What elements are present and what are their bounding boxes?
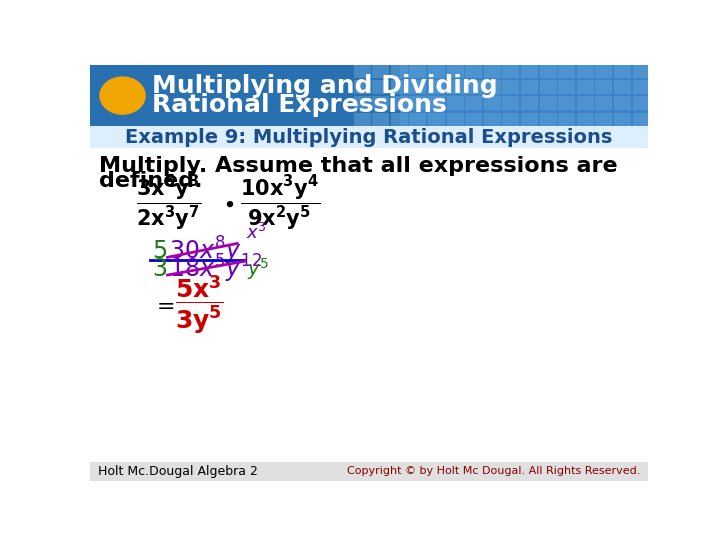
Bar (521, 64, 538, 78)
Bar (521, 112, 538, 126)
Bar (539, 64, 557, 78)
Bar (484, 96, 500, 110)
Bar (409, 80, 426, 94)
Bar (484, 64, 500, 78)
Text: $=$: $=$ (152, 295, 174, 315)
Text: defined.: defined. (99, 171, 203, 191)
Bar (465, 112, 482, 126)
Text: $x^3$: $x^3$ (246, 222, 267, 242)
Bar (503, 96, 519, 110)
Text: $5$: $5$ (152, 239, 167, 263)
Bar (614, 112, 631, 126)
Bar (539, 80, 557, 94)
Bar (521, 80, 538, 94)
Bar (595, 64, 612, 78)
Bar (577, 96, 594, 110)
Bar (632, 112, 649, 126)
Text: $y^5$: $y^5$ (248, 256, 270, 282)
Bar (503, 64, 519, 78)
Text: Copyright © by Holt Mc Dougal. All Rights Reserved.: Copyright © by Holt Mc Dougal. All Right… (347, 467, 640, 476)
Bar (484, 80, 500, 94)
Bar (577, 64, 594, 78)
Text: $\dfrac{\mathbf{10x^3y^4}}{\mathbf{9x^2y^5}}$: $\dfrac{\mathbf{10x^3y^4}}{\mathbf{9x^2y… (240, 174, 320, 233)
Bar (539, 112, 557, 126)
Text: Multiplying and Dividing: Multiplying and Dividing (152, 75, 498, 98)
Bar (595, 96, 612, 110)
Bar (614, 64, 631, 78)
Bar (558, 96, 575, 110)
Bar (372, 64, 389, 78)
Bar (577, 80, 594, 94)
Bar (90, 462, 648, 481)
Bar (558, 64, 575, 78)
Text: $\bullet$: $\bullet$ (222, 193, 234, 213)
Bar (577, 112, 594, 126)
Bar (391, 112, 408, 126)
Bar (465, 96, 482, 110)
Bar (409, 96, 426, 110)
Bar (446, 64, 464, 78)
Bar (558, 80, 575, 94)
Text: Holt Mc.Dougal Algebra 2: Holt Mc.Dougal Algebra 2 (98, 465, 258, 478)
Text: Example 9: Multiplying Rational Expressions: Example 9: Multiplying Rational Expressi… (125, 127, 613, 147)
Bar (521, 96, 538, 110)
Bar (558, 112, 575, 126)
Bar (484, 112, 500, 126)
Bar (372, 96, 389, 110)
Bar (428, 80, 445, 94)
Text: $\dfrac{\mathbf{3x^5y^3}}{\mathbf{2x^3y^7}}$: $\dfrac{\mathbf{3x^5y^3}}{\mathbf{2x^3y^… (137, 174, 202, 233)
Bar (428, 112, 445, 126)
Bar (595, 112, 612, 126)
Bar (446, 96, 464, 110)
Bar (391, 80, 408, 94)
Bar (428, 96, 445, 110)
Bar (503, 112, 519, 126)
Bar (90, 65, 400, 126)
Bar (400, 65, 648, 126)
Bar (354, 80, 371, 94)
Bar (539, 96, 557, 110)
Bar (428, 64, 445, 78)
Text: $3$: $3$ (152, 257, 167, 281)
Text: Rational Expressions: Rational Expressions (152, 93, 446, 117)
Bar (354, 64, 371, 78)
Bar (90, 126, 648, 148)
Bar (354, 96, 371, 110)
Bar (446, 112, 464, 126)
Bar (632, 80, 649, 94)
Text: $\dfrac{\mathbf{5x^3}}{\mathbf{3y^5}}$: $\dfrac{\mathbf{5x^3}}{\mathbf{3y^5}}$ (175, 274, 224, 336)
Bar (354, 112, 371, 126)
Bar (503, 80, 519, 94)
Text: $18x^5y^{12}$: $18x^5y^{12}$ (169, 253, 262, 285)
Bar (632, 96, 649, 110)
Bar (465, 64, 482, 78)
Ellipse shape (99, 76, 145, 115)
Bar (614, 96, 631, 110)
Bar (372, 112, 389, 126)
Bar (446, 80, 464, 94)
Bar (595, 80, 612, 94)
Bar (372, 80, 389, 94)
Bar (391, 64, 408, 78)
Bar (465, 80, 482, 94)
Text: $30x^8y$: $30x^8y$ (169, 235, 242, 267)
Bar (632, 64, 649, 78)
Bar (409, 64, 426, 78)
Bar (614, 80, 631, 94)
Bar (391, 96, 408, 110)
Bar (409, 112, 426, 126)
Text: Multiply. Assume that all expressions are: Multiply. Assume that all expressions ar… (99, 156, 618, 176)
